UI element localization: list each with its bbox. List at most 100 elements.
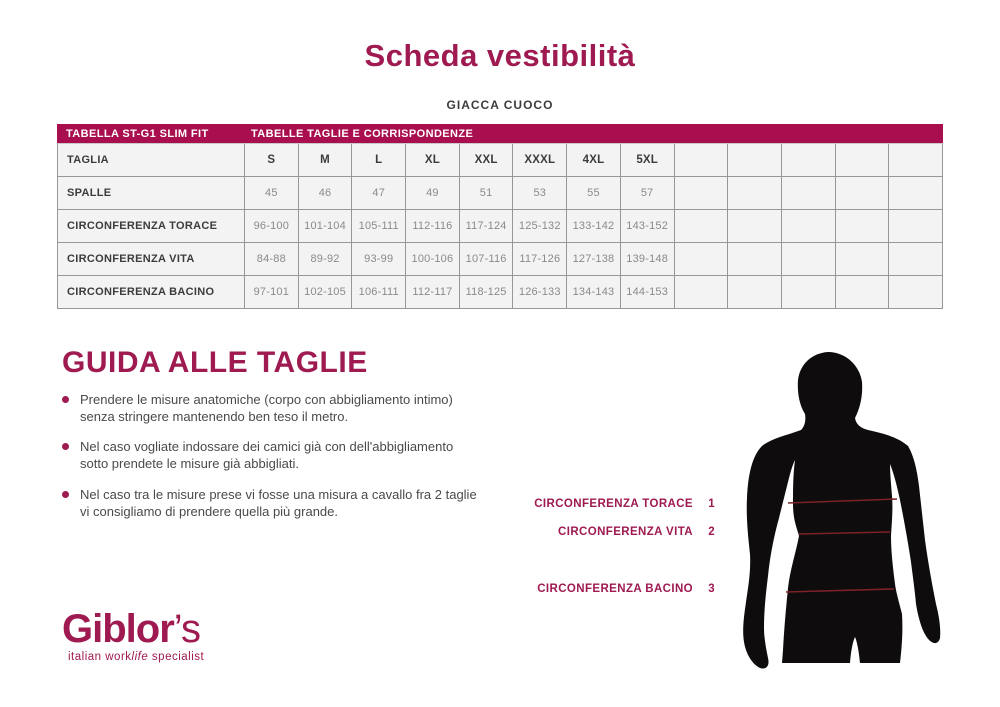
list-item: Nel caso vogliate indossare dei camici g… — [62, 438, 552, 472]
brand-logo: Giblor’s italian worklife specialist — [62, 608, 204, 663]
value-cell: 112-117 — [406, 276, 460, 309]
measurement-number: 2 — [708, 526, 715, 538]
measurement-number: 1 — [708, 498, 715, 510]
value-cell: 46 — [298, 177, 353, 210]
value-cell — [674, 210, 729, 243]
tagline-part-italic: life — [131, 651, 149, 663]
value-cell — [728, 276, 782, 309]
value-cell: 55 — [567, 177, 621, 210]
list-item: Nel caso tra le misure prese vi fosse un… — [62, 486, 552, 520]
brand-name: Giblor — [62, 607, 175, 651]
table-name-label: TABELLA ST-G1 SLIM FIT — [66, 127, 209, 140]
size-header-cell: XXL — [459, 144, 514, 177]
value-cell — [835, 276, 890, 309]
value-cell — [835, 243, 890, 276]
value-cell: 47 — [352, 177, 407, 210]
measurement-number: 3 — [708, 583, 715, 595]
value-cell: 101-104 — [298, 210, 353, 243]
size-header-cell — [889, 144, 943, 177]
value-cell: 51 — [459, 177, 514, 210]
size-header-cell: M — [298, 144, 353, 177]
measurement-label: CIRCONFERENZA VITA — [558, 526, 693, 538]
guide-bullet-list: Prendere le misure anatomiche (corpo con… — [62, 391, 552, 533]
value-cell: 96-100 — [245, 210, 299, 243]
value-cell: 97-101 — [245, 276, 299, 309]
bullet-icon — [62, 396, 69, 403]
size-header-cell — [781, 144, 836, 177]
value-cell: 57 — [620, 177, 675, 210]
value-cell: 144-153 — [620, 276, 675, 309]
value-cell — [728, 177, 782, 210]
value-cell: 117-124 — [459, 210, 514, 243]
value-cell: 134-143 — [567, 276, 621, 309]
value-cell — [889, 210, 943, 243]
value-cell: 112-116 — [406, 210, 460, 243]
value-cell: 100-106 — [406, 243, 460, 276]
size-header-cell — [835, 144, 890, 177]
value-cell — [889, 276, 943, 309]
row-label: CIRCONFERENZA TORACE — [58, 210, 245, 243]
value-cell: 126-133 — [513, 276, 568, 309]
bullet-text: Prendere le misure anatomiche (corpo con… — [80, 392, 453, 425]
value-cell: 118-125 — [459, 276, 514, 309]
brand-logo-text: Giblor’s — [62, 608, 204, 650]
bullet-icon — [62, 443, 69, 451]
waist-measure-line — [798, 531, 891, 535]
value-cell: 125-132 — [513, 210, 568, 243]
size-header-cell: 4XL — [567, 144, 621, 177]
value-cell — [781, 210, 836, 243]
tagline-part: italian work — [68, 651, 132, 663]
size-header-cell — [674, 144, 729, 177]
tagline-part: specialist — [148, 651, 205, 663]
table-subtitle-label: TABELLE TAGLIE E CORRISPONDENZE — [251, 127, 474, 140]
body-shape — [743, 352, 941, 669]
measurement-label-vita: CIRCONFERENZA VITA 2 — [400, 526, 715, 538]
value-cell: 89-92 — [298, 243, 353, 276]
size-header-cell — [728, 144, 782, 177]
size-header-cell: S — [245, 144, 299, 177]
value-cell — [728, 210, 782, 243]
value-cell: 127-138 — [567, 243, 621, 276]
brand-tagline: italian worklife specialist — [62, 651, 204, 663]
value-cell — [889, 243, 943, 276]
row-label: TAGLIA — [58, 144, 245, 177]
value-cell — [728, 243, 782, 276]
value-cell: 53 — [513, 177, 568, 210]
page-title: Scheda vestibilità — [364, 38, 636, 73]
bullet-text: Nel caso vogliate indossare dei camici g… — [80, 439, 454, 472]
size-header-cell: XL — [406, 144, 460, 177]
brand-name-suffix: ’s — [173, 607, 201, 651]
measurement-label: CIRCONFERENZA BACINO — [537, 583, 693, 595]
row-label: SPALLE — [58, 177, 245, 210]
product-name: GIACCA CUOCO — [446, 98, 554, 112]
value-cell: 139-148 — [620, 243, 675, 276]
bullet-text: Nel caso tra le misure prese vi fosse un… — [80, 486, 477, 519]
chest-measure-line — [787, 498, 898, 504]
value-cell: 106-111 — [352, 276, 407, 309]
value-cell — [674, 177, 729, 210]
value-cell — [835, 210, 890, 243]
value-cell: 133-142 — [567, 210, 621, 243]
value-cell: 93-99 — [352, 243, 407, 276]
size-table-grid: TAGLIA S M L XL XXL XXXL 4XL 5XL SPALLE 45 46 47 49 51… — [57, 143, 943, 309]
value-cell — [889, 177, 943, 210]
value-cell: 143-152 — [620, 210, 675, 243]
guide-heading: GUIDA ALLE TAGLIE — [62, 346, 368, 379]
value-cell — [674, 243, 729, 276]
value-cell — [781, 243, 836, 276]
value-cell — [781, 276, 836, 309]
measurement-label-bacino: CIRCONFERENZA BACINO 3 — [400, 583, 715, 595]
bullet-icon — [62, 490, 69, 498]
value-cell: 117-126 — [513, 243, 568, 276]
row-label: CIRCONFERENZA BACINO — [58, 276, 245, 309]
hip-measure-line — [785, 588, 895, 593]
value-cell — [835, 177, 890, 210]
value-cell: 102-105 — [298, 276, 353, 309]
value-cell — [781, 177, 836, 210]
value-cell: 49 — [406, 177, 460, 210]
value-cell: 84-88 — [245, 243, 299, 276]
value-cell: 105-111 — [352, 210, 407, 243]
row-label: CIRCONFERENZA VITA — [58, 243, 245, 276]
measurement-label-torace: CIRCONFERENZA TORACE 1 — [400, 498, 715, 510]
